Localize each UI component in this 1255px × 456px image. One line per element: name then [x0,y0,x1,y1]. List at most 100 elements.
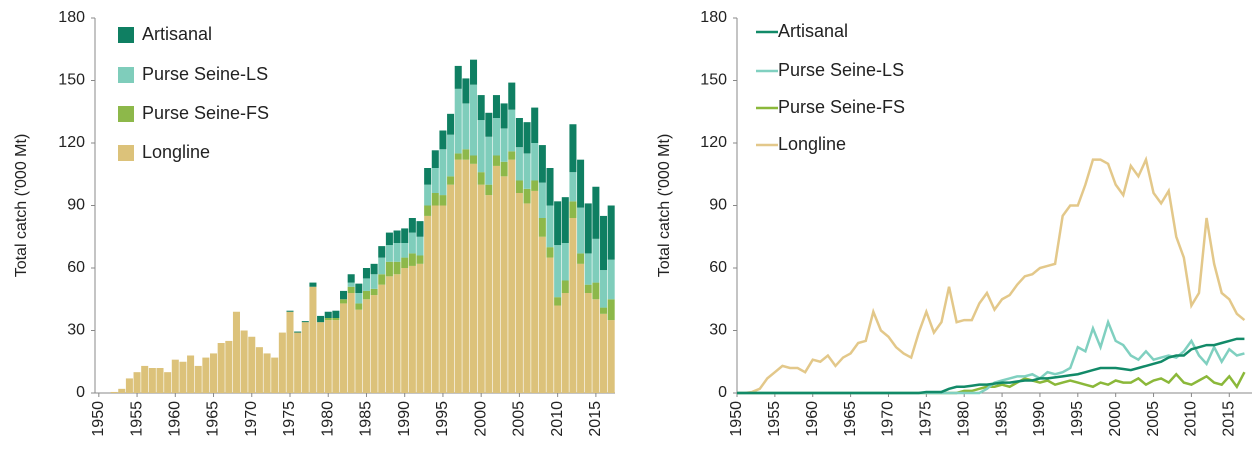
bar-segment [332,320,340,393]
x-tick-label: 2000 [1107,401,1124,437]
x-tick-label: 1960 [167,401,184,437]
y-tick-label: 90 [67,197,85,214]
bar-segment [584,293,592,393]
bar-segment [378,257,386,275]
bar-segment [492,155,500,166]
bar-segment [355,303,363,310]
bar-segment [569,201,577,218]
bar-segment [607,299,615,321]
y-tick-label: 60 [709,259,727,276]
bar-segment [424,168,432,185]
x-tick-label: 2005 [1145,401,1162,437]
bar-segment [439,149,447,196]
x-tick-label: 2015 [1220,401,1237,437]
bar-segment [561,243,569,281]
bar-segment [592,282,600,300]
bar-segment [561,293,569,393]
y-tick-label: 60 [67,259,85,276]
bar-segment [370,288,378,296]
bar-segment [286,311,294,393]
bar-segment [324,320,332,393]
bar-segment [171,359,179,393]
y-axis-title: Total catch ('000 Mt) [13,134,30,278]
bar-segment [569,124,577,173]
bar-segment [584,284,592,293]
bar-segment [317,315,325,323]
bar-segment [362,299,370,393]
bar-segment [393,274,401,393]
bar-segment [561,197,569,243]
bar-segment [462,103,470,150]
bar-segment [600,313,608,393]
bar-segment [470,163,478,393]
bar-segment [584,253,592,285]
bar-segment [125,378,133,393]
bar-segment [347,274,355,283]
bar-segment [569,218,577,393]
bar-segment [347,282,355,287]
bar-segment [523,203,531,393]
bar-segment [362,278,370,291]
x-tick-label: 1995 [434,401,451,437]
bar-segment [332,318,340,321]
bar-segment [592,186,600,239]
bar-segment [477,172,485,185]
bar-segment [546,205,554,248]
bar-segment [355,293,363,304]
bar-segment [554,305,562,393]
bar-segment [554,245,562,298]
bar-segment [141,365,149,393]
x-tick-label: 1965 [205,401,222,437]
bar-segment [401,228,409,243]
bar-segment [554,297,562,306]
bar-segment [523,188,531,204]
x-tick-label: 1975 [281,401,298,437]
legend-label: Purse Seine-LS [142,64,268,84]
bar-segment [508,82,516,110]
bar-segment [362,268,370,279]
line [737,155,1246,395]
bar-segment [401,257,409,268]
bar-segment [408,253,416,266]
bar-segment [600,215,608,271]
bar-segment [439,130,447,150]
x-tick-label: 1990 [1031,401,1048,437]
bar-segment [607,320,615,393]
legend-label: Longline [142,142,210,162]
line [737,337,1245,395]
bar-segment [286,310,294,312]
bar-segment [600,307,608,314]
bar-segment [255,347,263,393]
y-tick-label: 30 [67,322,85,339]
bar-segment [577,159,585,208]
bar-segment [500,161,508,177]
bar-segment [431,193,439,206]
bar-segment [278,332,286,393]
bar-segment [546,168,554,206]
x-tick-label: 1950 [728,401,745,437]
bar-segment [561,280,569,293]
bar-segment [592,299,600,393]
legend: Artisanal Purse Seine-LS Purse Seine-FS Lon… [756,21,905,154]
bar-segment [401,268,409,393]
bar-segment [393,230,401,243]
bar-segment [462,159,470,393]
bar-segment [431,168,439,193]
bar-segment [424,215,432,393]
x-tick-label: 1960 [804,401,821,437]
bar-segment [164,372,172,393]
bar-segment [470,84,478,156]
legend-label: Artisanal [142,24,212,44]
bar-segment [301,322,309,393]
bar-segment [416,236,424,256]
bar-segment [355,309,363,393]
bar-segment [531,107,539,143]
bar-segment [271,357,279,393]
bar-segment [385,276,393,393]
bar-segment [492,95,500,118]
bar-segment [362,290,370,300]
x-tick-label: 2010 [1183,401,1200,437]
legend-label: Purse Seine-FS [142,103,269,123]
bar-segment [454,153,462,160]
